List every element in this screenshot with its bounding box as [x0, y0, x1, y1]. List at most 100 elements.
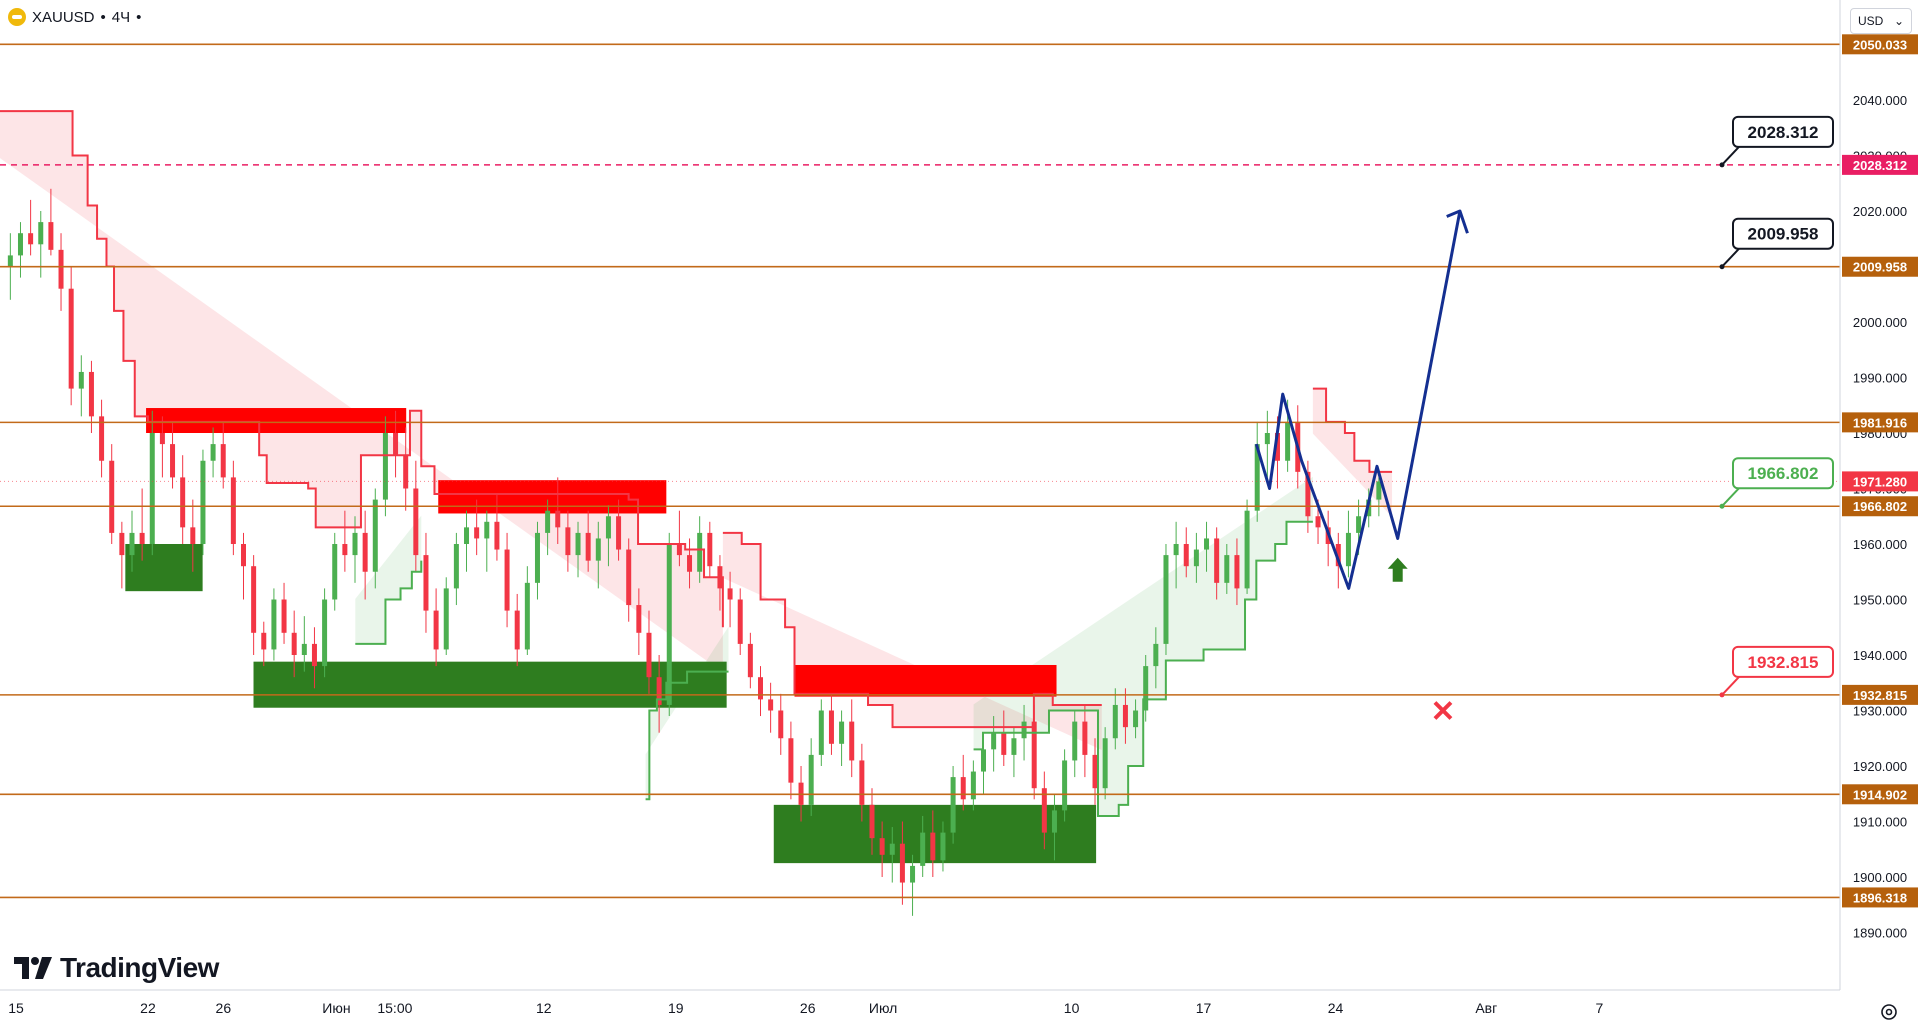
candle-body	[666, 544, 672, 705]
candle-body	[595, 538, 601, 561]
candle-body	[879, 838, 885, 855]
plot-area	[0, 110, 1393, 916]
candle-body	[1345, 532, 1351, 567]
candle-body	[1143, 666, 1149, 711]
candle-body	[1356, 516, 1362, 533]
candle-body	[808, 754, 814, 805]
candle-body	[818, 710, 824, 755]
callout-anchor	[1719, 503, 1725, 509]
symbol-header[interactable]: XAUUSD • 4Ч •	[8, 8, 141, 26]
candle-body	[1092, 754, 1098, 789]
candle-body	[58, 249, 64, 289]
candle-body	[362, 532, 368, 572]
candle-body	[7, 255, 13, 267]
resistance-zone	[794, 664, 1057, 697]
candle-body	[311, 643, 317, 667]
support-zone	[125, 544, 203, 592]
candle-body	[991, 732, 997, 750]
brand-watermark[interactable]: TradingView	[14, 952, 219, 984]
callout-box	[1732, 115, 1834, 148]
candle-body	[1305, 471, 1311, 517]
projection-path	[1254, 210, 1462, 590]
candle-body	[970, 771, 976, 800]
candle-body	[180, 477, 186, 528]
y-tick-label: 1940.000	[1853, 648, 1907, 663]
candle-body	[889, 843, 895, 855]
price-tag	[1842, 34, 1918, 55]
current-price-label: 1971.280	[1853, 474, 1907, 489]
candle-body	[1204, 538, 1210, 550]
candle-body	[899, 843, 905, 883]
candle-body	[291, 632, 297, 655]
candle-body	[1163, 555, 1169, 644]
trail-upper-2-fill	[722, 532, 1102, 750]
candle-body	[626, 549, 632, 606]
candle-body	[707, 532, 713, 567]
candle-body	[504, 549, 510, 611]
x-tick-label: 26	[800, 1000, 816, 1016]
price-tag	[1842, 784, 1918, 805]
candle-body	[484, 521, 490, 539]
gear-icon[interactable]	[1878, 1002, 1900, 1024]
candle-body	[981, 749, 987, 772]
brand-name: TradingView	[60, 952, 219, 983]
callout-leader	[1721, 676, 1740, 696]
currency-select[interactable]: USD ⌄	[1850, 8, 1912, 34]
candle-body	[768, 699, 774, 711]
candle-body	[1011, 738, 1017, 755]
y-tick-label: 1930.000	[1853, 704, 1907, 719]
candle-body	[372, 499, 378, 572]
candle-body	[524, 582, 530, 650]
callout-anchor	[1719, 264, 1725, 270]
y-tick-label: 2040.000	[1853, 93, 1907, 108]
y-tick-label: 1920.000	[1853, 759, 1907, 774]
candle-body	[636, 605, 642, 633]
candle-body	[616, 516, 622, 550]
candle-body	[200, 460, 206, 544]
candle-body	[1133, 710, 1139, 728]
candle-body	[605, 516, 611, 539]
candle-body	[382, 433, 388, 500]
candle-body	[940, 832, 946, 861]
callout-leader	[1721, 248, 1740, 268]
y-tick-label: 2020.000	[1853, 204, 1907, 219]
candle-body	[332, 544, 338, 600]
price-tag-label: 1896.318	[1853, 890, 1907, 905]
candle-body	[28, 233, 34, 245]
projection-arrowhead	[1446, 209, 1469, 234]
candle-body	[474, 527, 480, 539]
time-axis	[0, 990, 1840, 1036]
trail-lower-line	[355, 560, 423, 645]
candle-body	[514, 610, 520, 650]
x-tick-label: 22	[140, 1000, 156, 1016]
x-tick-label: Авг	[1475, 1000, 1497, 1016]
symbol-name: XAUUSD	[32, 8, 95, 26]
candle-body	[1112, 704, 1118, 739]
candle-body	[464, 527, 470, 544]
y-tick-label: 1960.000	[1853, 537, 1907, 552]
candle-body	[849, 721, 855, 761]
candle-body	[88, 371, 94, 417]
callout-label: 1932.815	[1748, 653, 1819, 672]
candle-body	[1264, 433, 1270, 445]
y-tick-label: 1890.000	[1853, 926, 1907, 941]
candle-body	[910, 865, 916, 883]
x-tick-label: 15:00	[377, 1000, 412, 1016]
candle-body	[839, 721, 845, 744]
candle-body	[1224, 555, 1230, 583]
resistance-zone	[146, 408, 407, 433]
candle-body	[859, 760, 865, 805]
candle-body	[129, 532, 135, 556]
y-tick-label: 2000.000	[1853, 315, 1907, 330]
x-tick-label: 26	[216, 1000, 232, 1016]
x-tick-label: 12	[536, 1000, 552, 1016]
candle-body	[1214, 538, 1220, 583]
candle-body	[1376, 481, 1382, 500]
candle-body	[251, 566, 257, 633]
price-tag-label: 2009.958	[1853, 260, 1907, 275]
candle-body	[48, 222, 54, 250]
candle-body	[1183, 544, 1189, 567]
callout-leader	[1721, 487, 1740, 507]
x-tick-label: 24	[1328, 1000, 1344, 1016]
